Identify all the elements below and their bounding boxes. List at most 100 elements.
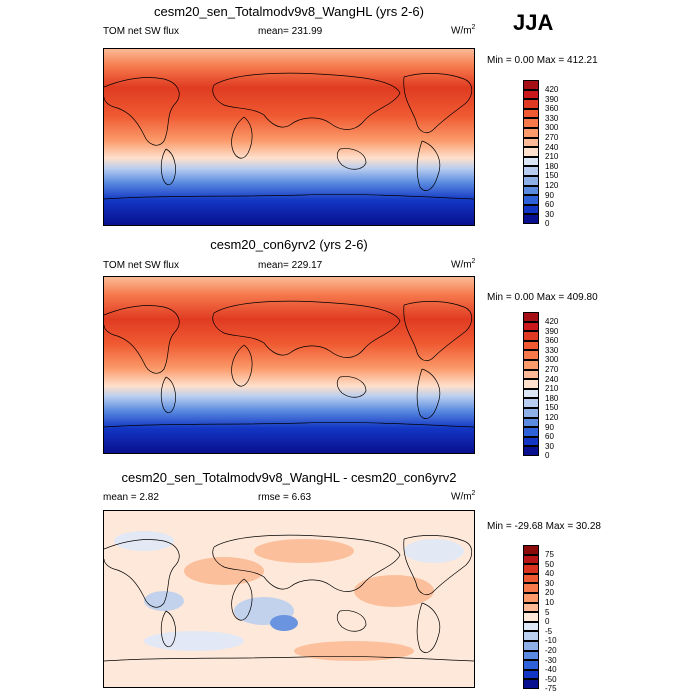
colorbar-label: 240 [545, 142, 559, 152]
colorbar-swatch [523, 214, 539, 224]
colorbar-label: 300 [545, 355, 559, 365]
colorbar-swatch [523, 99, 539, 109]
colorbar-swatch [523, 436, 539, 447]
colorbar-label: 30 [545, 441, 554, 451]
colorbar-swatch [523, 554, 539, 565]
colorbar-label: 150 [545, 171, 559, 181]
colorbar-label: 270 [545, 365, 559, 374]
colorbar-label: 90 [545, 422, 554, 432]
colorbar-label: -75 [545, 684, 557, 694]
panel2-mean: mean= 229.17 [258, 260, 323, 271]
colorbar-swatch [523, 379, 539, 389]
colorbar-label: -10 [545, 636, 557, 646]
colorbar-label: 180 [545, 393, 559, 403]
colorbar-label: 10 [545, 598, 554, 607]
colorbar-swatch [523, 204, 539, 215]
colorbar-swatch [523, 669, 539, 680]
colorbar-label: 180 [545, 161, 559, 171]
colorbar-swatch [523, 407, 539, 418]
colorbar-label: -20 [545, 646, 557, 655]
colorbar-swatch [523, 446, 539, 456]
colorbar-swatch [523, 369, 539, 380]
colorbar-swatch [523, 185, 539, 196]
colorbar-swatch [523, 545, 539, 555]
colorbar-swatch [523, 195, 539, 205]
panel1-colorbar [523, 80, 539, 224]
colorbar-label: 20 [545, 588, 554, 598]
colorbar-swatch [523, 175, 539, 186]
colorbar-swatch [523, 640, 539, 651]
colorbar-swatch [523, 340, 539, 351]
colorbar-swatch [523, 80, 539, 90]
colorbar-swatch [523, 350, 539, 360]
colorbar-swatch [523, 166, 539, 176]
colorbar-label: 150 [545, 403, 559, 413]
colorbar-swatch [523, 118, 539, 128]
colorbar-label: 420 [545, 85, 559, 94]
panel1-mean: mean= 231.99 [258, 26, 323, 37]
colorbar-label: -40 [545, 665, 557, 675]
panel3-colorbar [523, 545, 539, 689]
colorbar-swatch [523, 427, 539, 437]
colorbar-swatch [523, 156, 539, 167]
colorbar-label: 60 [545, 200, 554, 210]
colorbar-label: 120 [545, 413, 559, 422]
colorbar-label: 360 [545, 104, 559, 114]
colorbar-label: 50 [545, 559, 554, 569]
colorbar-swatch [523, 388, 539, 399]
colorbar-swatch [523, 631, 539, 641]
colorbar-label: 5 [545, 607, 550, 617]
colorbar-label: 390 [545, 94, 559, 104]
colorbar-swatch [523, 359, 539, 370]
colorbar-swatch [523, 592, 539, 603]
colorbar-swatch [523, 564, 539, 574]
colorbar-label: 420 [545, 317, 559, 326]
panel1-map [103, 48, 475, 226]
panel1-stats: Min = 0.00 Max = 412.21 [487, 55, 598, 66]
panel3-units: W/m2 [451, 490, 476, 503]
colorbar-swatch [523, 621, 539, 632]
colorbar-label: 330 [545, 345, 559, 355]
colorbar-swatch [523, 583, 539, 593]
colorbar-label: 300 [545, 123, 559, 133]
colorbar-label: 120 [545, 181, 559, 190]
panel3-mean: mean = 2.82 [103, 492, 159, 503]
colorbar-label: 360 [545, 336, 559, 346]
colorbar-label: -30 [545, 655, 557, 665]
panel1-units: W/m2 [451, 24, 476, 37]
panel3-title: cesm20_sen_Totalmodv9v8_WangHL - cesm20_… [121, 470, 457, 485]
colorbar-label: 210 [545, 152, 559, 162]
panel2-stats: Min = 0.00 Max = 409.80 [487, 292, 598, 303]
colorbar-swatch [523, 89, 539, 100]
colorbar-swatch [523, 602, 539, 613]
colorbar-label: 60 [545, 432, 554, 442]
colorbar-swatch [523, 127, 539, 138]
panel1-variable: TOM net SW flux [103, 26, 179, 37]
panel1-title: cesm20_sen_Totalmodv9v8_WangHL (yrs 2-6) [154, 4, 424, 19]
colorbar-swatch [523, 137, 539, 148]
colorbar-swatch [523, 650, 539, 661]
colorbar-swatch [523, 398, 539, 408]
panel3-stats: Min = -29.68 Max = 30.28 [487, 521, 601, 532]
colorbar-label: 0 [545, 617, 550, 627]
colorbar-label: 390 [545, 326, 559, 336]
panel2-variable: TOM net SW flux [103, 260, 179, 271]
season-label: JJA [513, 10, 554, 35]
colorbar-swatch [523, 417, 539, 428]
colorbar-label: 0 [545, 451, 550, 461]
colorbar-label: -5 [545, 626, 553, 636]
colorbar-swatch [523, 331, 539, 341]
colorbar-swatch [523, 660, 539, 670]
colorbar-swatch [523, 108, 539, 119]
panel3-map [103, 510, 475, 688]
colorbar-swatch [523, 573, 539, 584]
colorbar-swatch [523, 612, 539, 622]
colorbar-label: 30 [545, 209, 554, 219]
colorbar-label: 270 [545, 133, 559, 142]
panel2-colorbar [523, 312, 539, 456]
colorbar-label: 40 [545, 569, 554, 579]
panel3-rmse: rmse = 6.63 [258, 492, 312, 503]
colorbar-label: 0 [545, 219, 550, 229]
colorbar-label: 75 [545, 550, 554, 559]
colorbar-swatch [523, 312, 539, 322]
